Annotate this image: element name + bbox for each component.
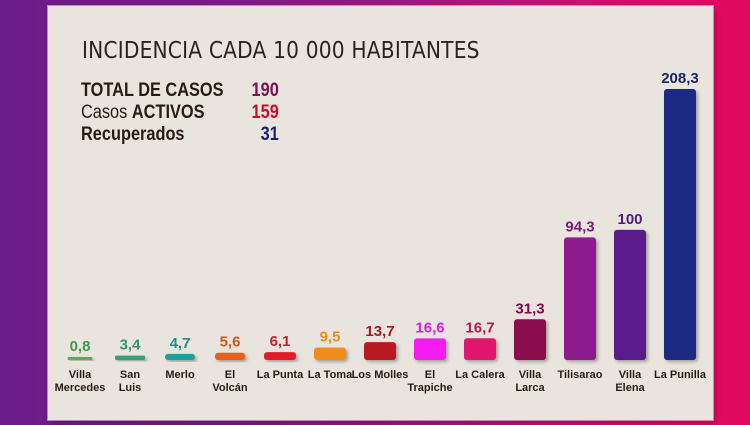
- category-label: Tilisarao: [557, 369, 602, 381]
- value-label: 6,1: [270, 333, 291, 350]
- active-cases-row: Casos ACTIVOS 159: [81, 102, 279, 124]
- category-label: Villa Larca: [515, 369, 545, 394]
- bar-villa-larca: [514, 319, 546, 360]
- category-label: La Toma: [308, 369, 353, 381]
- category-label: Los Molles: [352, 369, 409, 381]
- value-label: 208,3: [661, 70, 699, 87]
- bar-la-punilla: [664, 89, 696, 360]
- value-label: 0,8: [70, 338, 91, 355]
- category-label: La Punta: [257, 369, 304, 381]
- bar-el-volcan: [215, 352, 245, 360]
- active-cases-label-bold: ACTIVOS: [131, 102, 205, 123]
- value-label: 100: [617, 211, 642, 228]
- total-cases-row: TOTAL DE CASOS 190: [81, 80, 279, 102]
- category-label: San Luis: [119, 369, 142, 394]
- bar-tilisarao: [564, 237, 596, 360]
- value-label: 94,3: [565, 218, 594, 235]
- active-cases-label-light: Casos: [81, 102, 132, 123]
- total-cases-label: TOTAL DE CASOS: [81, 80, 224, 101]
- bar-san-luis: [115, 355, 145, 360]
- value-label: 16,7: [465, 319, 494, 336]
- value-label: 13,7: [365, 323, 394, 340]
- value-label: 3,4: [120, 337, 142, 354]
- bars-group: 0,8 Villa Mercedes 3,4 San Luis 4,7 Merlo 5,6 El V…: [55, 70, 707, 394]
- category-label: El Trapiche: [407, 369, 452, 394]
- category-label: La Punilla: [654, 369, 707, 381]
- case-summary: TOTAL DE CASOS 190 Casos ACTIVOS 159 Rec…: [81, 80, 311, 146]
- value-label: 9,5: [320, 329, 341, 346]
- category-label: La Calera: [455, 369, 505, 381]
- bar-la-toma: [314, 347, 346, 360]
- bar-villa-elena: [614, 229, 646, 360]
- value-label: 31,3: [515, 300, 544, 317]
- active-cases-label: Casos ACTIVOS: [81, 102, 244, 124]
- category-label: El Volcán: [212, 369, 248, 394]
- bar-el-trapiche: [414, 338, 446, 360]
- value-label: 4,7: [170, 335, 191, 352]
- bar-la-punta: [264, 352, 296, 360]
- recovered-row: Recuperados 31: [81, 124, 279, 146]
- value-label: 16,6: [415, 319, 444, 336]
- recovered-label: Recuperados: [81, 124, 185, 145]
- bar-los-molles: [364, 342, 396, 360]
- bar-villa-mercedes: [67, 357, 93, 360]
- value-label: 5,6: [220, 334, 241, 351]
- chart-title: INCIDENCIA CADA 10 000 HABITANTES: [82, 36, 480, 64]
- category-label: Villa Mercedes: [55, 369, 106, 394]
- bar-merlo: [165, 353, 195, 360]
- category-label: Villa Elena: [615, 369, 645, 394]
- active-cases-value: 159: [251, 102, 279, 123]
- recovered-value: 31: [260, 124, 279, 145]
- category-label: Merlo: [165, 369, 195, 381]
- bar-la-calera: [464, 338, 496, 360]
- total-cases-value: 190: [251, 80, 279, 101]
